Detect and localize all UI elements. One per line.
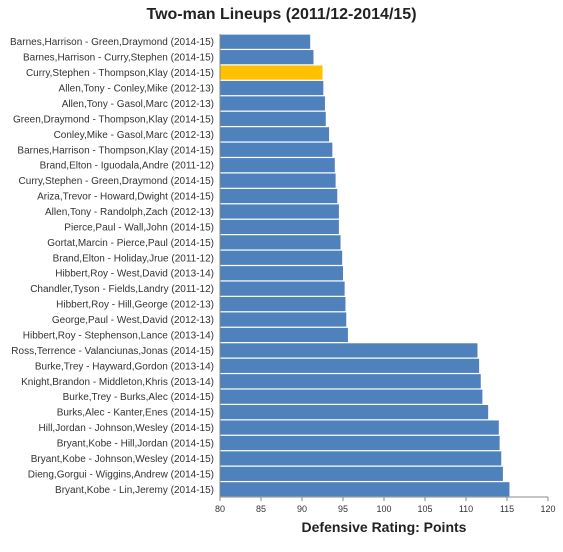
bar — [220, 466, 503, 481]
category-label: Brand,Elton - Holiday,Jrue (2011-12) — [53, 253, 214, 264]
category-label: Ross,Terrence - Valanciunas,Jonas (2014-… — [11, 346, 214, 357]
category-label: Barnes,Harrison - Curry,Stephen (2014-15… — [23, 53, 214, 64]
category-label: Chandler,Tyson - Fields,Landry (2011-12) — [30, 284, 214, 295]
x-axis-title: Defensive Rating: Points — [301, 519, 467, 535]
category-label: Hill,Jordan - Johnson,Wesley (2014-15) — [39, 423, 214, 434]
bar — [220, 435, 500, 451]
category-labels-group: Barnes,Harrison - Green,Draymond (2014-1… — [10, 37, 214, 496]
category-label: George,Paul - West,David (2012-13) — [52, 315, 214, 326]
bar — [220, 235, 341, 250]
x-tick-label: 80 — [215, 504, 225, 514]
bar — [220, 389, 483, 404]
bars-group — [220, 34, 510, 497]
category-label: Hibbert,Roy - West,David (2013-14) — [55, 269, 214, 280]
bar — [220, 127, 330, 142]
category-label: Allen,Tony - Conley,Mike (2012-13) — [59, 84, 214, 95]
bar — [220, 343, 478, 358]
bar — [220, 358, 480, 373]
category-label: Knight,Brandon - Middleton,Khris (2013-1… — [21, 377, 214, 388]
category-label: Brand,Elton - Iguodala,Andre (2011-12) — [40, 161, 214, 172]
bar — [220, 111, 326, 126]
category-label: Burks,Alec - Kanter,Enes (2014-15) — [57, 408, 214, 419]
bar — [220, 296, 346, 312]
x-tick-label: 95 — [338, 504, 348, 514]
category-label: Pierce,Paul - Wall,John (2014-15) — [64, 222, 214, 233]
bar — [220, 34, 311, 49]
bar — [220, 281, 345, 296]
bar — [220, 482, 510, 497]
bar — [220, 142, 333, 157]
category-label: Curry,Stephen - Green,Draymond (2014-15) — [19, 176, 214, 187]
category-label: Curry,Stephen - Thompson,Klay (2014-15) — [26, 68, 214, 79]
category-label: Burke,Trey - Burks,Alec (2014-15) — [63, 392, 214, 403]
bar — [220, 219, 339, 235]
category-label: Bryant,Kobe - Lin,Jeremy (2014-15) — [55, 485, 214, 496]
bar — [220, 173, 336, 188]
category-label: Gortat,Marcin - Pierce,Paul (2014-15) — [47, 238, 214, 249]
bar — [220, 374, 481, 389]
category-label: Allen,Tony - Randolph,Zach (2012-13) — [45, 207, 214, 218]
category-label: Barnes,Harrison - Thompson,Klay (2014-15… — [17, 145, 214, 156]
category-label: Barnes,Harrison - Green,Draymond (2014-1… — [10, 37, 214, 48]
x-tick-label: 105 — [417, 504, 432, 514]
x-tick-label: 110 — [459, 504, 473, 514]
x-tick-label: 120 — [540, 504, 555, 514]
bar — [220, 80, 324, 96]
bar — [220, 451, 502, 466]
category-label: Green,Draymond - Thompson,Klay (2014-15) — [13, 114, 214, 125]
category-label: Hibbert,Roy - Stephenson,Lance (2013-14) — [23, 330, 214, 341]
bar — [220, 327, 348, 343]
x-axis: 80 85 90 95 100 105 110 115 120 — [215, 34, 556, 514]
category-label: Bryant,Kobe - Hill,Jordan (2014-15) — [57, 438, 214, 449]
category-label: Bryant,Kobe - Johnson,Wesley (2014-15) — [31, 454, 214, 465]
chart-title: Two-man Lineups (2011/12-2014/15) — [146, 6, 417, 23]
category-label: Burke,Trey - Hayward,Gordon (2013-14) — [35, 361, 214, 372]
x-tick-label: 85 — [256, 504, 266, 514]
x-tick-label: 90 — [297, 504, 307, 514]
category-label: Allen,Tony - Gasol,Marc (2012-13) — [62, 99, 214, 110]
bar — [220, 266, 343, 281]
category-label: Hibbert,Roy - Hill,George (2012-13) — [56, 300, 214, 311]
bar — [220, 50, 314, 65]
bar — [220, 312, 347, 327]
bar — [220, 158, 335, 173]
bar — [220, 405, 489, 420]
bar — [220, 250, 343, 265]
category-label: Dieng,Gorgui - Wiggins,Andrew (2014-15) — [28, 469, 214, 480]
bar — [220, 420, 499, 435]
x-tick-label: 115 — [500, 504, 514, 514]
bar — [220, 96, 325, 111]
bar — [220, 65, 323, 80]
category-label: Ariza,Trevor - Howard,Dwight (2014-15) — [37, 192, 214, 203]
bar — [220, 188, 338, 204]
bar — [220, 204, 339, 219]
category-label: Conley,Mike - Gasol,Marc (2012-13) — [54, 130, 214, 141]
x-tick-label: 100 — [376, 504, 391, 514]
